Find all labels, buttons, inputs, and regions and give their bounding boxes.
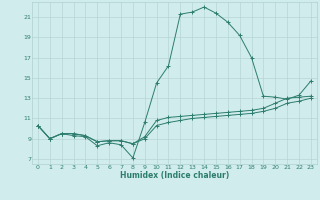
X-axis label: Humidex (Indice chaleur): Humidex (Indice chaleur) [120, 171, 229, 180]
